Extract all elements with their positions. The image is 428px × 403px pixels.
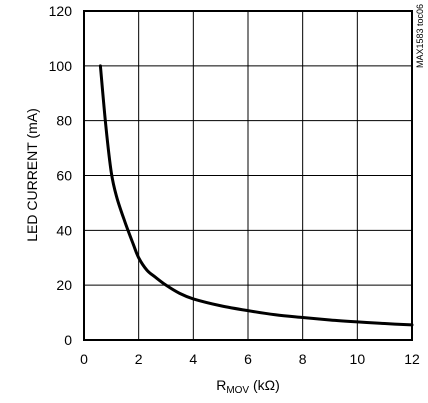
- figure-code-annotation: MAX1583 toc06: [415, 4, 425, 68]
- plot-frame: [83, 10, 413, 341]
- y-tick-label: 60: [56, 168, 72, 184]
- x-tick-label: 10: [350, 351, 366, 367]
- x-tick-label: 4: [189, 351, 197, 367]
- x-axis-title: RMOV (kΩ): [216, 377, 280, 396]
- y-axis-title: LED CURRENT (mA): [24, 108, 40, 242]
- y-tick-label: 0: [64, 332, 72, 348]
- y-tick-label: 80: [56, 113, 72, 129]
- series-line-led-current: [98, 64, 414, 327]
- y-tick-label: 20: [56, 277, 72, 293]
- x-tick-label: 8: [299, 351, 307, 367]
- x-tick-label: 6: [244, 351, 252, 367]
- y-tick-label: 40: [56, 222, 72, 238]
- y-tick-labels: 0 20 40 60 80 100 120: [49, 3, 73, 348]
- x-tick-label: 12: [404, 351, 420, 367]
- x-tick-label: 0: [80, 351, 88, 367]
- y-tick-label: 100: [49, 58, 73, 74]
- grid-lines: [84, 11, 412, 340]
- y-tick-label: 120: [49, 3, 73, 19]
- x-tick-label: 2: [135, 351, 143, 367]
- x-tick-labels: 0 2 4 6 8 10 12: [80, 351, 420, 367]
